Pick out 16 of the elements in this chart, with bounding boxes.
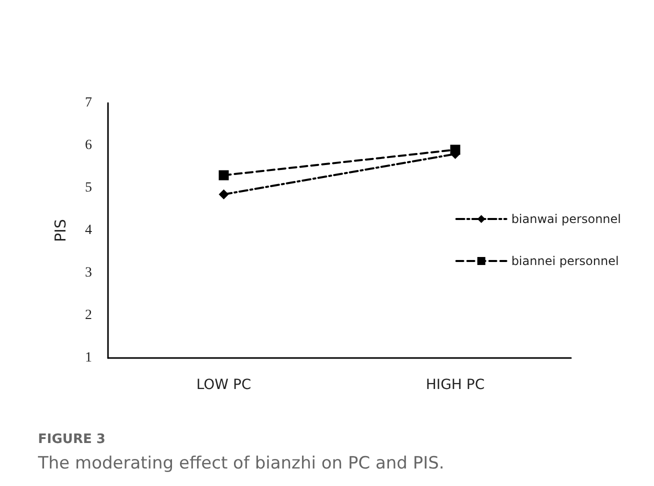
y-axis-title: PIS [52,219,70,242]
y-tick-label: 1 [85,350,92,366]
y-tick-label: 4 [85,223,92,238]
y-tick-label: 5 [85,180,92,196]
point [218,189,229,200]
legend-label: bianwai personnel [511,212,622,226]
y-tick-label: 7 [85,96,92,110]
text: The moderating effect of bianzhi on PC and PIS. [37,454,444,474]
legend-label: biannei personnel [511,254,619,268]
x-tick-label: HIGH PC [426,377,485,393]
y-tick-label: 3 [85,266,92,280]
y-tick-label: 6 [85,138,92,153]
x-tick-label: LOW PC [196,377,252,393]
point [218,170,229,180]
caption: FIGURE 3 [38,432,106,447]
y-tick-label: 2 [85,308,92,323]
